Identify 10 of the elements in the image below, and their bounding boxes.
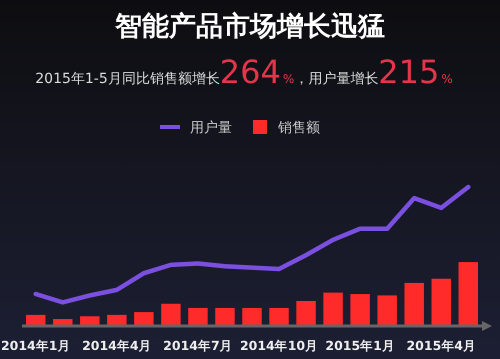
x-tick-label: 2014年1月 bbox=[0, 338, 70, 353]
x-tick-label: 2014年10月 bbox=[240, 338, 318, 353]
x-tick-label: 2014年4月 bbox=[82, 338, 152, 353]
x-tick-label: 2015年1月 bbox=[325, 338, 395, 353]
chart-subtitle: 2015年1-5月同比销售额增长264%，用户量增长215% bbox=[35, 53, 453, 91]
legend-label: 用户量 bbox=[190, 120, 232, 136]
chart-title: 智能产品市场增长迅猛 bbox=[114, 11, 385, 42]
x-tick-label: 2014年7月 bbox=[163, 338, 233, 353]
legend-label: 销售额 bbox=[277, 120, 320, 136]
x-tick-label: 2015年4月 bbox=[406, 338, 476, 353]
